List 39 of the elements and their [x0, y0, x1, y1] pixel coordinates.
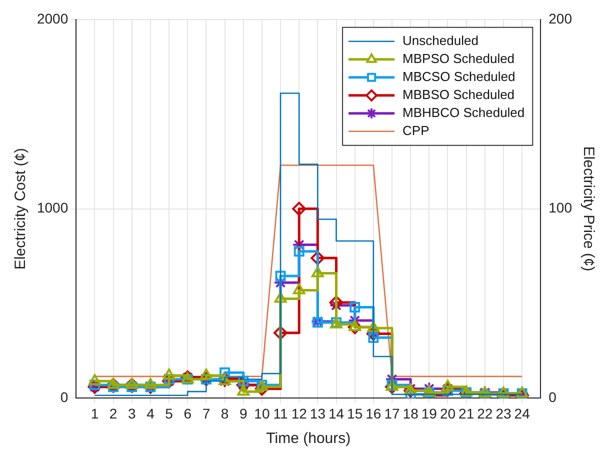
y-tick-label: 2000	[36, 10, 68, 26]
y2-tick-label: 100	[548, 200, 572, 216]
x-tick-label: 4	[146, 405, 155, 422]
x-tick-label: 24	[514, 405, 530, 422]
x-tick-label: 18	[402, 405, 419, 422]
x-tick-label: 13	[310, 405, 326, 422]
x-tick-label: 8	[220, 405, 229, 422]
x-tick-label: 11	[273, 405, 288, 422]
x-tick-label: 1	[90, 405, 99, 422]
x-tick-label: 6	[184, 405, 192, 422]
legend-label: Unscheduled	[402, 32, 478, 48]
x-tick-label: 7	[202, 405, 210, 422]
legend-label: MBCSO Scheduled	[402, 68, 516, 84]
x-tick-label: 12	[291, 405, 308, 422]
x-tick-label: 2	[109, 405, 118, 422]
y2-tick-label: 200	[548, 10, 572, 26]
x-tick-label: 9	[239, 405, 248, 422]
y-axis-title: Electricity Cost (¢)	[12, 148, 30, 270]
x-tick-label: 21	[458, 405, 474, 422]
x-tick-label: 16	[366, 405, 382, 422]
x-tick-label: 15	[347, 405, 363, 422]
x-tick-label: 22	[477, 405, 493, 422]
legend-label: MBPSO Scheduled	[402, 50, 515, 66]
x-tick-label: 23	[496, 405, 512, 422]
legend-label: MBHBCO Scheduled	[402, 104, 525, 120]
y-tick-label: 0	[60, 389, 68, 406]
x-tick-label: 17	[384, 405, 400, 422]
legend-label: CPP	[402, 122, 430, 138]
x-tick-label: 19	[421, 405, 438, 422]
y2-axis-title: Electricity Price (¢)	[580, 146, 597, 272]
y-tick-label: 1000	[36, 200, 68, 216]
legend-label: MBBSO Scheduled	[402, 86, 515, 102]
x-tick-label: 20	[440, 405, 456, 422]
x-tick-label: 14	[328, 405, 344, 422]
x-tick-label: 10	[254, 405, 270, 422]
x-tick-label: 3	[128, 405, 136, 422]
y2-tick-label: 0	[548, 389, 557, 406]
x-axis-title: Time (hours)	[266, 430, 351, 448]
x-tick-label: 5	[165, 405, 174, 422]
